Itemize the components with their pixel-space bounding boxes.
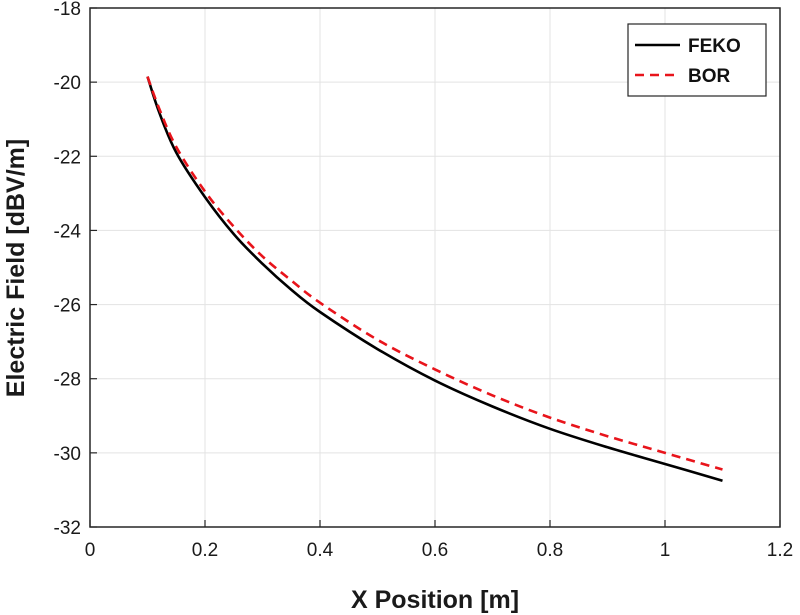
y-tick-label: -30	[54, 444, 81, 465]
legend-label-feko: FEKO	[688, 36, 741, 57]
legend-label-bor: BOR	[688, 66, 731, 87]
legend: FEKO BOR	[627, 23, 767, 97]
y-tick-label: -22	[54, 147, 81, 168]
x-tick-label: 1.2	[767, 540, 793, 561]
y-tick-label: -20	[54, 73, 81, 94]
y-tick-label: -26	[54, 296, 81, 317]
legend-box	[627, 23, 767, 97]
x-tick-label: 0.6	[422, 540, 448, 561]
x-tick-label: 0.2	[192, 540, 218, 561]
x-tick-label: 0	[85, 540, 96, 561]
series-line-feko	[146, 76, 723, 482]
y-tick-label: -24	[54, 221, 82, 242]
series-line-bor	[146, 76, 723, 471]
x-tick-label: 1	[660, 540, 671, 561]
x-tick-label: 0.8	[537, 540, 563, 561]
x-tick-label: 0.4	[307, 540, 334, 561]
y-axis-title: Electric Field [dBV/m]	[2, 139, 30, 397]
x-axis-title: X Position [m]	[351, 586, 519, 614]
series-layer	[146, 76, 723, 482]
ticks: 0 0.2 0.4 0.6 0.8 1 1.2 -32 -30 -28 -26 -24 -22 -20 -1…	[54, 0, 794, 561]
y-tick-label: -18	[54, 0, 81, 20]
y-tick-label: -28	[54, 370, 81, 391]
y-tick-label: -32	[54, 518, 81, 539]
